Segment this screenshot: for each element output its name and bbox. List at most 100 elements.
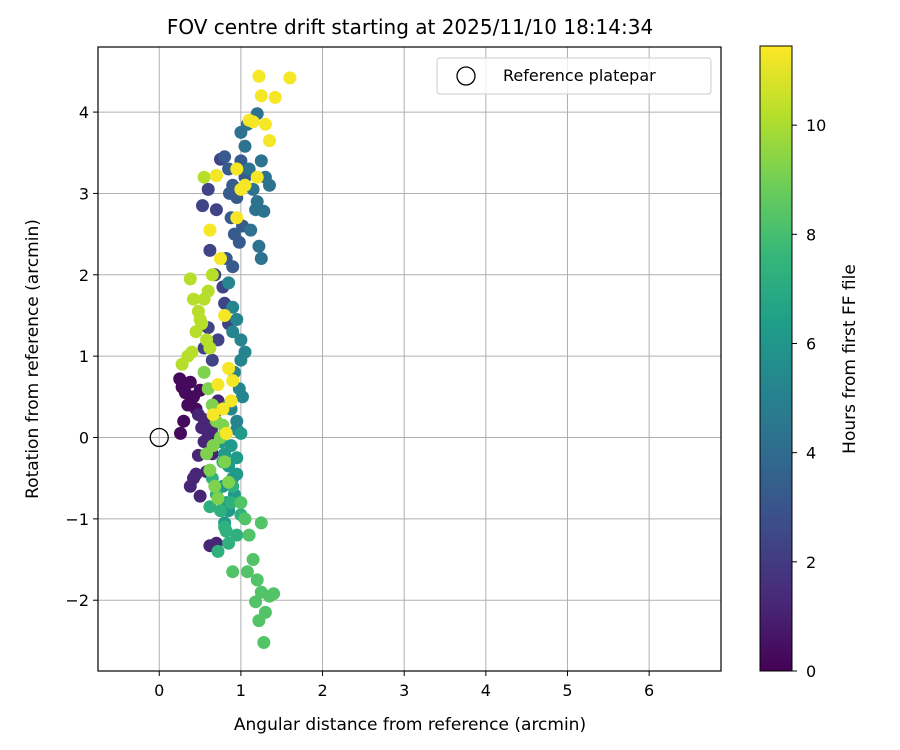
plot-area-background [98, 47, 721, 671]
data-point [283, 71, 297, 85]
data-point [230, 528, 244, 542]
data-point [177, 414, 191, 428]
data-point [238, 512, 252, 526]
data-point [242, 162, 256, 176]
x-tick-label: 6 [644, 681, 654, 700]
y-tick-label: −2 [65, 591, 89, 610]
colorbar-label: Hours from first FF file [840, 264, 860, 454]
x-axis-ticks: 0 1 2 3 4 5 6 [154, 671, 654, 700]
data-point [234, 333, 248, 347]
colorbar-tick-label: 0 [806, 662, 816, 681]
data-point [232, 235, 246, 249]
data-points [173, 69, 297, 649]
data-point [224, 439, 238, 453]
reference-platepar-marker [149, 427, 169, 448]
data-point [234, 426, 248, 440]
data-point [222, 361, 236, 375]
colorbar-tick-label: 4 [806, 444, 816, 463]
y-tick-label: 4 [79, 103, 89, 122]
data-point [197, 170, 211, 184]
data-point [268, 90, 282, 104]
data-point [196, 199, 209, 213]
data-point [257, 204, 271, 218]
data-point [201, 284, 215, 298]
data-point [222, 276, 236, 290]
colorbar-ticks: 0 2 4 6 8 10 [792, 116, 826, 681]
data-point [246, 115, 260, 129]
legend-box [436, 57, 712, 95]
data-point [203, 500, 217, 514]
data-point [222, 475, 236, 489]
data-point [230, 467, 244, 481]
data-point [263, 178, 276, 192]
colorbar: 0 2 4 6 8 10 Hours from first FF file [759, 45, 860, 681]
x-tick-label: 4 [481, 681, 491, 700]
data-point [258, 117, 272, 131]
x-tick-label: 0 [154, 681, 164, 700]
data-point [224, 394, 238, 408]
legend-entry-label: Reference platepar [503, 66, 656, 85]
data-point [216, 402, 230, 416]
data-point [214, 252, 227, 265]
data-point [174, 426, 187, 440]
data-point [214, 504, 227, 518]
y-tick-label: 0 [79, 429, 89, 448]
legend: Reference platepar [436, 57, 712, 95]
colorbar-tick-label: 2 [806, 553, 816, 572]
data-point [254, 252, 268, 265]
data-point [203, 341, 217, 355]
reference-marker-layer [149, 427, 169, 448]
data-point [250, 170, 264, 184]
data-point [183, 272, 197, 286]
data-point [226, 565, 240, 579]
x-tick-label: 2 [317, 681, 327, 700]
y-tick-label: −1 [65, 510, 89, 529]
data-point [254, 89, 268, 103]
data-point [246, 553, 260, 566]
chart-title: FOV centre drift starting at 2025/11/10 … [167, 15, 653, 39]
data-point [193, 489, 207, 503]
data-point [254, 154, 268, 168]
y-axis-label: Rotation from reference (arcmin) [23, 219, 43, 499]
data-point [197, 365, 211, 379]
data-point [183, 375, 197, 389]
data-point [205, 398, 219, 412]
plot-frame [97, 46, 722, 672]
data-point [187, 292, 200, 306]
data-point [205, 268, 219, 282]
data-point [211, 492, 225, 505]
data-point [252, 614, 266, 628]
data-point [226, 300, 240, 314]
data-point [238, 178, 252, 192]
data-point [211, 333, 225, 347]
data-point [203, 243, 217, 257]
data-point [236, 390, 249, 404]
data-point [252, 69, 266, 83]
data-point [203, 223, 217, 237]
data-point [234, 353, 248, 367]
colorbar-fill [759, 45, 793, 672]
colorbar-tick-label: 6 [806, 334, 816, 353]
data-point [230, 313, 244, 326]
data-point [230, 162, 244, 176]
data-point [224, 496, 238, 510]
data-point [203, 463, 217, 477]
data-point [218, 309, 232, 322]
data-point [254, 516, 268, 530]
x-tick-label: 5 [562, 681, 572, 700]
data-point [226, 260, 240, 274]
data-point [230, 451, 244, 465]
data-point [223, 186, 236, 200]
data-point [234, 496, 248, 510]
data-point [250, 573, 264, 587]
data-point [244, 223, 258, 237]
y-axis-ticks: −2 −1 0 1 2 3 4 [65, 103, 98, 610]
data-point [205, 353, 219, 367]
x-axis-label: Angular distance from reference (arcmin) [234, 715, 586, 735]
data-point [257, 636, 271, 649]
data-point [195, 317, 209, 331]
data-point [249, 595, 263, 609]
data-point [206, 408, 220, 422]
colorbar-tick-label: 8 [806, 225, 816, 244]
data-point [252, 239, 266, 253]
